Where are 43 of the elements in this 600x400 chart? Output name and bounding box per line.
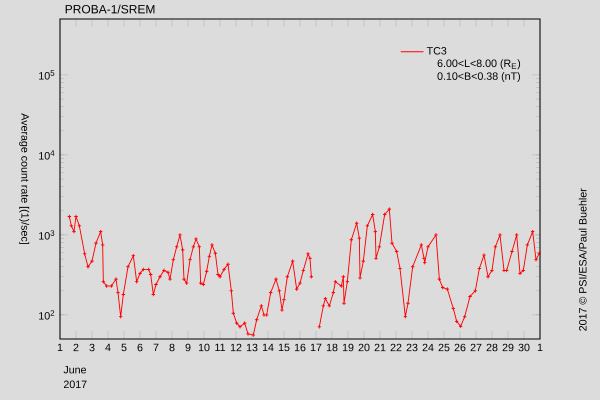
x-tick-label: 24 bbox=[422, 344, 434, 352]
x-tick-label: 22 bbox=[390, 344, 402, 352]
x-tick-label: 14 bbox=[262, 344, 274, 352]
x-tick-label: 3 bbox=[89, 344, 94, 352]
x-tick-label: 30 bbox=[518, 344, 530, 352]
x-tick-label: 9 bbox=[186, 344, 190, 352]
x-tick-label: 1 bbox=[58, 344, 62, 352]
text: 2017 bbox=[64, 380, 87, 388]
x-tick-label: 15 bbox=[278, 344, 290, 352]
y-tick-label: 10$^{5}$ bbox=[39, 70, 54, 80]
annotation: 6.00<L<8.00 (R$_{E}$) bbox=[438, 59, 520, 70]
x-tick-label: 12 bbox=[230, 344, 242, 352]
chart-title: PROBA-1/SREM bbox=[66, 4, 154, 14]
x-tick-label: 23 bbox=[406, 344, 418, 352]
x-tick-label: 8 bbox=[169, 344, 174, 352]
x-tick-label: 13 bbox=[246, 344, 258, 352]
text: 2017 © PSI/ESA/Paul Buehler bbox=[578, 188, 587, 331]
x-tick-label: 6 bbox=[138, 344, 142, 352]
x-tick-label: 2 bbox=[74, 344, 78, 352]
legend-label: TC3 bbox=[426, 47, 446, 55]
x-tick-label: 5 bbox=[121, 344, 127, 352]
y-tick-label: 10$^{3}$ bbox=[39, 230, 54, 240]
x-tick-label: 26 bbox=[454, 344, 466, 352]
y-axis-title: Average count rate [(1)/sec] bbox=[19, 113, 30, 244]
x-tick-label: 16 bbox=[294, 344, 306, 352]
x-tick-label: 27 bbox=[470, 344, 482, 352]
text: June bbox=[64, 366, 86, 374]
x-tick-label: 20 bbox=[358, 344, 370, 352]
x-tick-label: 21 bbox=[374, 344, 386, 352]
x-tick-label: 7 bbox=[154, 344, 158, 352]
x-tick-label: 1 bbox=[538, 344, 542, 352]
x-tick-label: 18 bbox=[326, 344, 338, 352]
x-tick-label: 10 bbox=[198, 344, 210, 352]
x-tick-label: 28 bbox=[486, 344, 498, 352]
x-tick-label: 19 bbox=[342, 344, 354, 352]
x-tick-label: 17 bbox=[310, 344, 322, 352]
y-tick-label: 10$^{4}$ bbox=[39, 150, 54, 160]
y-tick-label: 10$^{2}$ bbox=[39, 310, 54, 320]
annotation: 0.10<B<0.38 (nT) bbox=[437, 72, 520, 82]
x-tick-label: 29 bbox=[502, 344, 514, 352]
x-tick-label: 25 bbox=[438, 344, 450, 352]
x-tick-label: 11 bbox=[215, 344, 226, 352]
x-tick-label: 4 bbox=[105, 344, 111, 352]
